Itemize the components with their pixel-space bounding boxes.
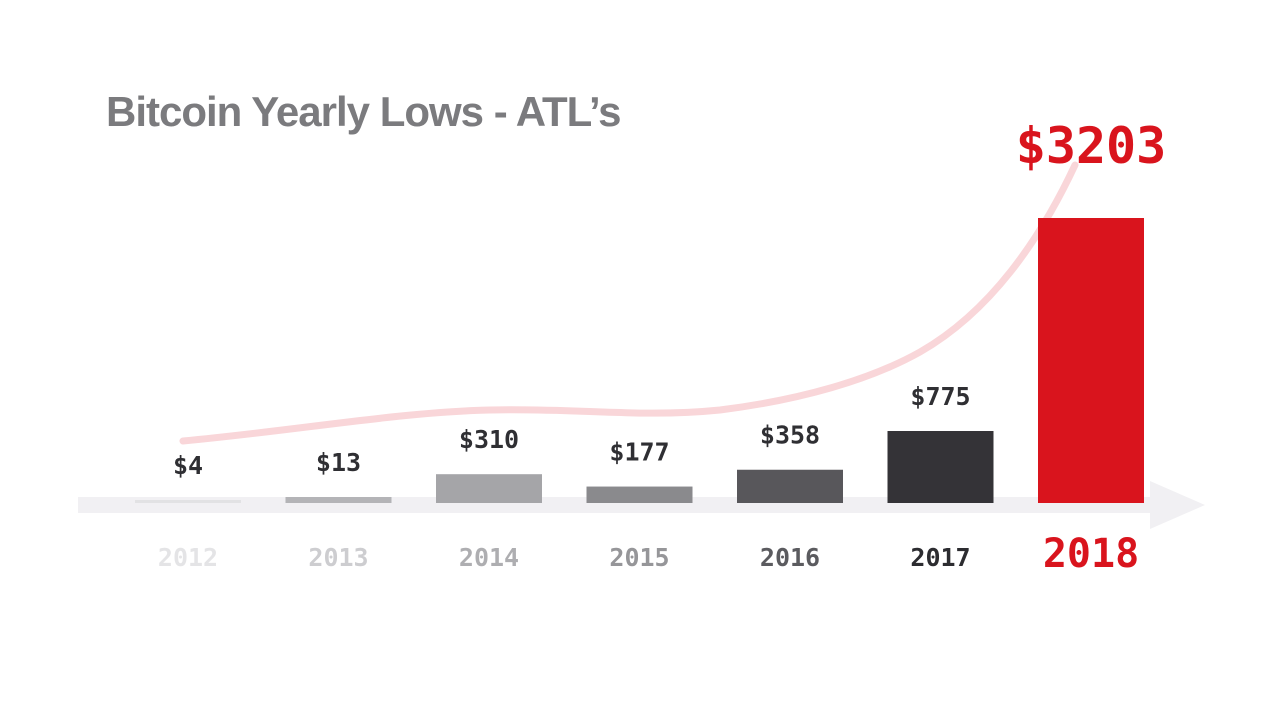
category-labels: 2012 2013 2014 2015 2016 2017 2018 — [158, 531, 1139, 577]
value-label-2016: $358 — [760, 421, 820, 450]
value-label-2013: $13 — [316, 448, 361, 477]
value-label-2015: $177 — [609, 438, 669, 467]
category-label-2014: 2014 — [459, 543, 519, 572]
category-label-2015: 2015 — [609, 543, 669, 572]
bar-2013 — [285, 497, 392, 503]
value-label-2014: $310 — [459, 425, 519, 454]
category-label-2018: 2018 — [1043, 531, 1139, 577]
value-labels: $4 $13 $310 $177 $358 $775 $3203 — [173, 117, 1166, 480]
bar-2018 — [1038, 218, 1144, 503]
category-label-2013: 2013 — [308, 543, 368, 572]
category-label-2012: 2012 — [158, 543, 218, 572]
x-axis-arrowhead — [1150, 481, 1205, 529]
value-label-2018: $3203 — [1016, 117, 1167, 175]
bar-2015 — [586, 486, 693, 503]
value-label-2012: $4 — [173, 451, 203, 480]
trend-curve — [179, 161, 1079, 445]
bar-2014 — [436, 474, 542, 503]
chart-title: Bitcoin Yearly Lows - ATL’s — [106, 88, 620, 135]
bar-2012 — [135, 500, 241, 503]
bar-2016 — [737, 469, 843, 503]
value-label-2017: $775 — [910, 382, 970, 411]
category-label-2017: 2017 — [910, 543, 970, 572]
category-label-2016: 2016 — [760, 543, 820, 572]
bar-2017 — [887, 431, 994, 503]
bars — [135, 218, 1144, 503]
